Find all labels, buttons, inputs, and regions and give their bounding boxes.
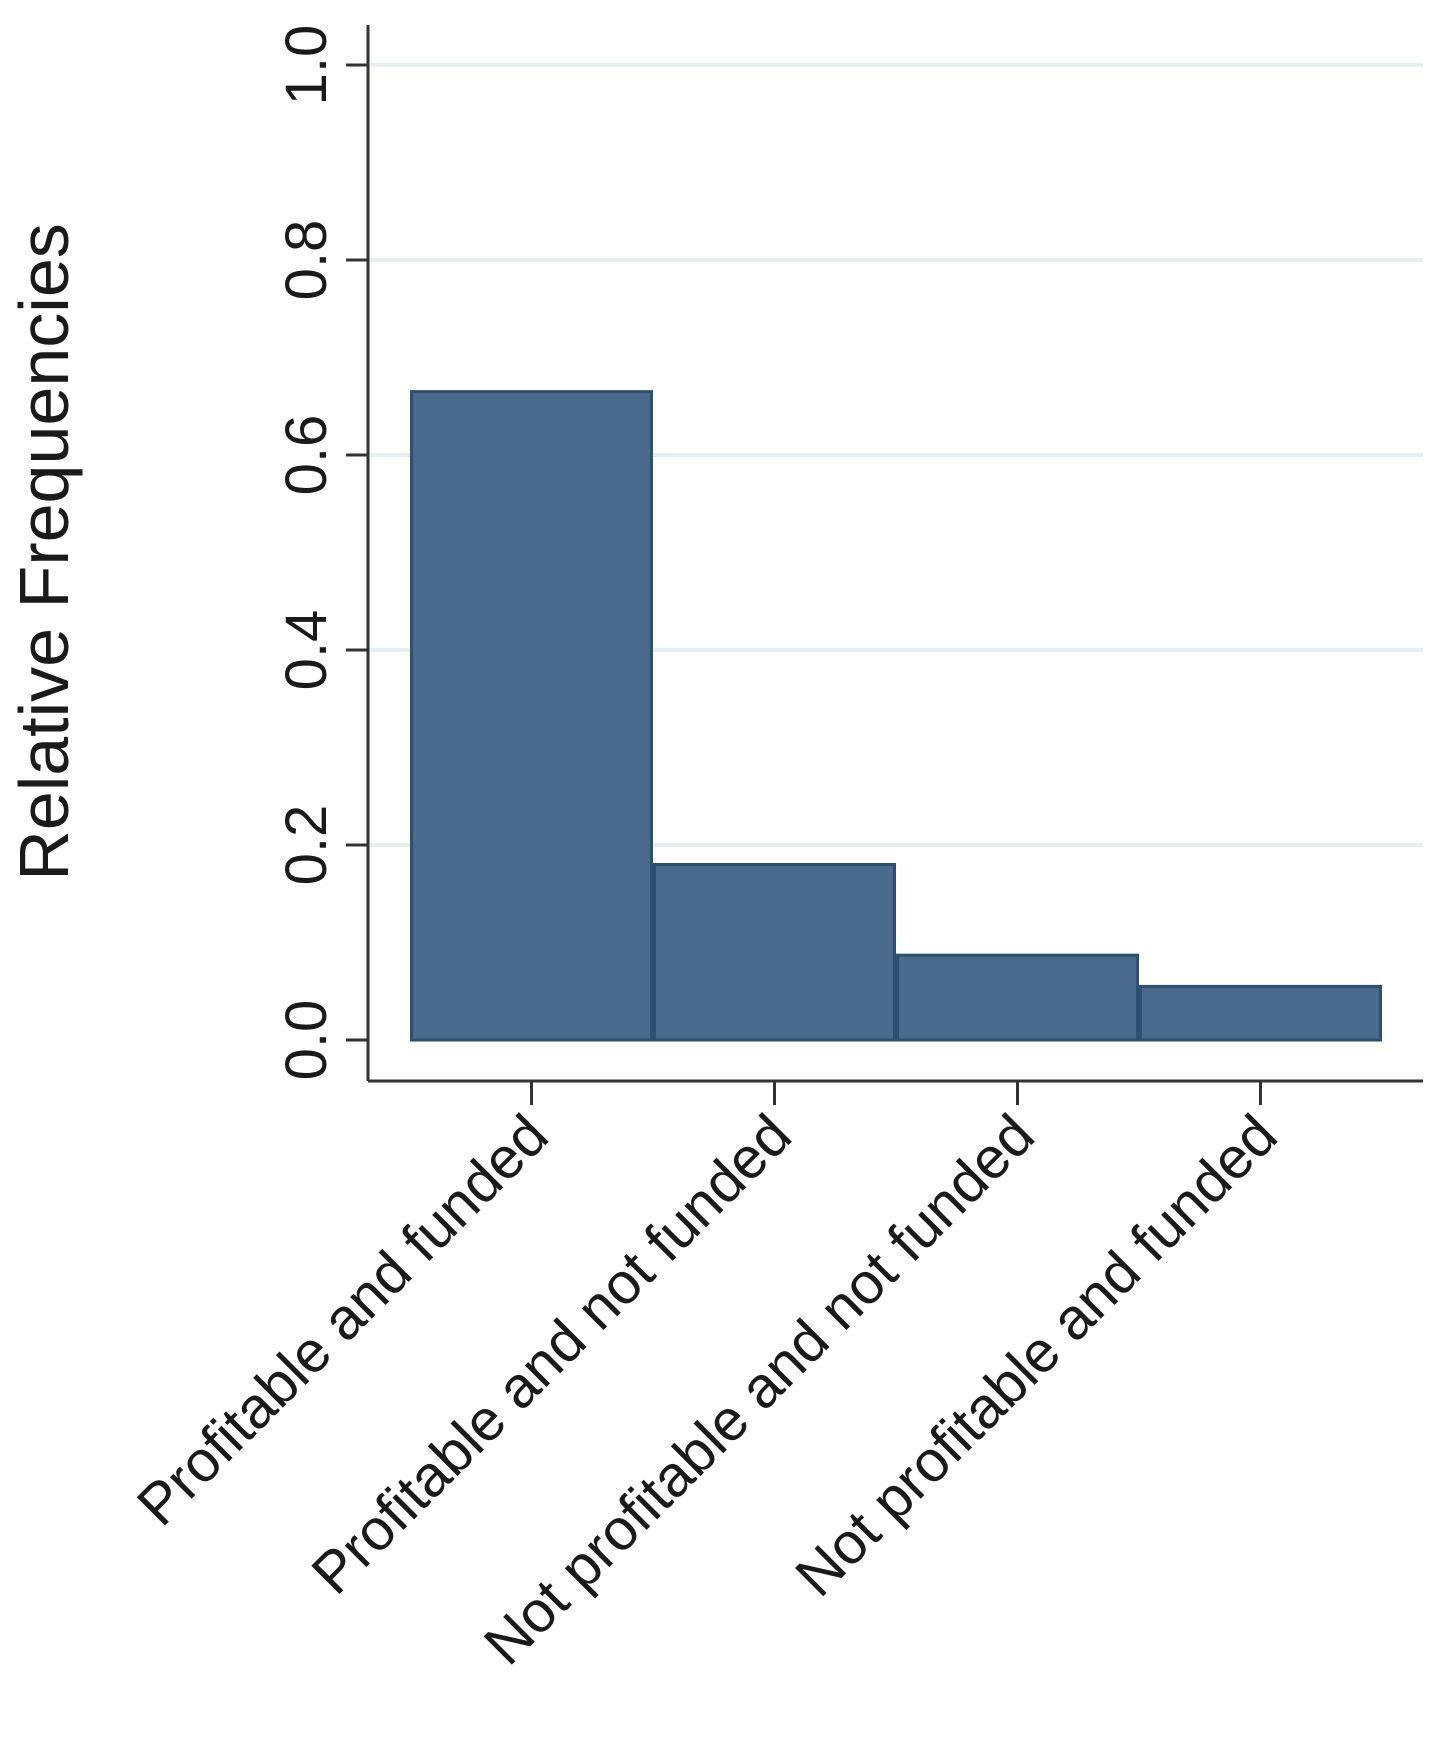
y-tick-label: 0.4 bbox=[274, 610, 339, 691]
y-axis-title: Relative Frequencies bbox=[5, 223, 83, 881]
bar bbox=[410, 390, 653, 1042]
bar bbox=[1139, 984, 1382, 1042]
axes bbox=[366, 25, 1423, 1083]
bars bbox=[410, 390, 1382, 1042]
y-tick-label: 1.0 bbox=[274, 25, 339, 106]
bar bbox=[896, 953, 1139, 1042]
y-tick-label: 0.6 bbox=[274, 415, 339, 496]
bar bbox=[653, 863, 896, 1042]
y-tick-label: 0.0 bbox=[274, 1000, 339, 1081]
y-ticks: 0.0 0.2 0.4 0.6 0.8 1.0 bbox=[274, 25, 368, 1081]
y-tick-label: 0.8 bbox=[274, 220, 339, 301]
y-tick-label: 0.2 bbox=[274, 805, 339, 886]
